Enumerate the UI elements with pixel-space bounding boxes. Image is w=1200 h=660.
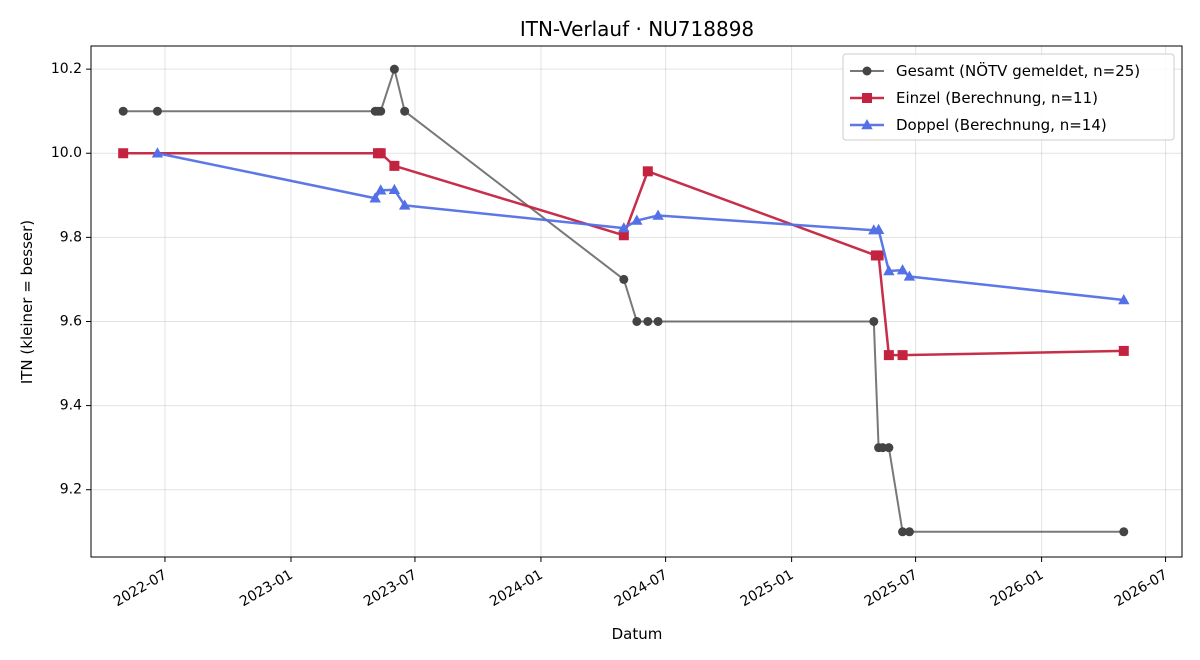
legend: Gesamt (NÖTV gemeldet, n=25) Einzel (Bere… bbox=[842, 53, 1175, 141]
y-tick-label: 10.2 bbox=[51, 61, 82, 77]
data-point bbox=[400, 106, 410, 116]
series-layer bbox=[118, 64, 1130, 537]
data-point bbox=[1118, 345, 1129, 356]
data-point bbox=[152, 106, 162, 116]
legend-box bbox=[842, 53, 1175, 141]
legend-label: Einzel (Berechnung, n=11) bbox=[896, 89, 1098, 107]
data-point bbox=[883, 265, 895, 276]
data-point bbox=[619, 274, 629, 284]
y-tick-label: 9.6 bbox=[60, 313, 82, 329]
data-point bbox=[896, 264, 909, 275]
data-point bbox=[904, 527, 914, 537]
legend-entry: Einzel (Berechnung, n=11) bbox=[850, 89, 1098, 107]
legend-entry: Gesamt (NÖTV gemeldet, n=25) bbox=[850, 61, 1140, 80]
y-tick-label: 9.4 bbox=[60, 398, 82, 414]
data-point bbox=[618, 222, 630, 233]
data-point bbox=[878, 443, 888, 453]
legend-marker-swatch bbox=[861, 119, 873, 130]
data-point bbox=[872, 223, 885, 234]
legend-label: Gesamt (NÖTV gemeldet, n=25) bbox=[896, 61, 1140, 80]
legend-marker-swatch bbox=[862, 93, 872, 103]
data-point bbox=[903, 270, 916, 281]
y-tick-label: 10.0 bbox=[51, 145, 82, 161]
series-square-group bbox=[118, 148, 1129, 361]
y-axis-label: ITN (kleiner = besser) bbox=[18, 220, 36, 384]
data-point bbox=[653, 316, 663, 326]
data-point bbox=[898, 527, 908, 537]
series-triangle-group bbox=[151, 147, 1130, 305]
data-point bbox=[375, 148, 386, 159]
data-point bbox=[652, 209, 664, 220]
data-point bbox=[389, 64, 399, 74]
data-point bbox=[1119, 527, 1129, 537]
data-point bbox=[642, 166, 653, 177]
legend-entry: Doppel (Berechnung, n=14) bbox=[850, 116, 1107, 134]
data-point bbox=[869, 316, 879, 326]
data-point bbox=[632, 316, 642, 326]
data-point bbox=[873, 250, 884, 261]
data-point bbox=[884, 443, 894, 453]
legend-label: Doppel (Berechnung, n=14) bbox=[896, 116, 1107, 134]
data-point bbox=[643, 316, 653, 326]
series-circle-group bbox=[118, 64, 1129, 537]
data-point bbox=[883, 350, 894, 361]
data-point bbox=[151, 147, 164, 158]
y-tick-label: 9.8 bbox=[60, 229, 82, 245]
data-point bbox=[389, 160, 400, 171]
data-point bbox=[375, 184, 387, 195]
y-tick-label: 9.2 bbox=[60, 482, 82, 498]
data-point bbox=[118, 148, 129, 159]
data-point bbox=[1118, 294, 1130, 305]
data-point bbox=[118, 106, 128, 116]
data-point bbox=[376, 106, 386, 116]
x-axis-label: Datum bbox=[612, 625, 663, 643]
legend-marker-swatch bbox=[862, 66, 872, 76]
plot-area-frame bbox=[90, 45, 1183, 558]
data-point bbox=[631, 214, 643, 225]
chart-title: ITN-Verlauf · NU718898 bbox=[520, 17, 754, 41]
data-point bbox=[897, 350, 908, 361]
data-point bbox=[618, 230, 629, 241]
legend-entries: Gesamt (NÖTV gemeldet, n=25) Einzel (Bere… bbox=[850, 61, 1140, 134]
data-point bbox=[388, 183, 401, 195]
data-point bbox=[369, 192, 381, 203]
data-point bbox=[398, 199, 411, 210]
